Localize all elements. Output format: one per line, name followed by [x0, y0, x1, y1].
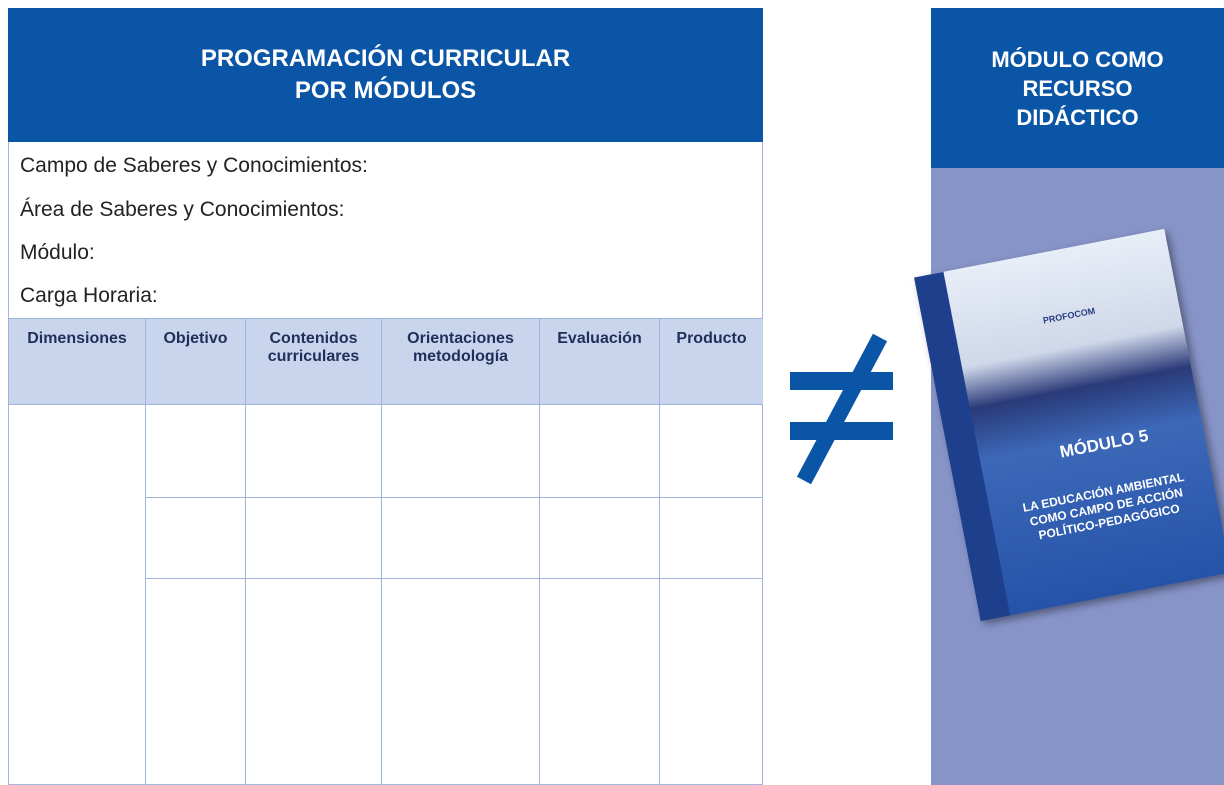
title-line: POR MÓDULOS	[294, 77, 477, 104]
left-header: PROGRAMACIÓN CURRICULAR POR MÓDULOS	[8, 8, 763, 142]
title-line: RECURSO	[1022, 75, 1133, 101]
title-line: PROGRAMACIÓN CURRICULAR	[200, 45, 571, 72]
field-label: Campo de Saberes y Conocimientos:	[20, 154, 368, 177]
column-header: Producto	[659, 318, 763, 404]
cover-label: MÓDULO 5	[1058, 425, 1150, 462]
column-header: Objetivo	[145, 318, 245, 404]
cover-title: LA EDUCACIÓN AMBIENTAL COMO CAMPO DE ACC…	[999, 465, 1214, 549]
field-label: Área de Saberes y Conocimientos:	[20, 198, 345, 221]
column-line	[245, 404, 246, 785]
not-equal-slash	[796, 333, 888, 485]
not-equal-bar	[790, 422, 893, 440]
row-line	[145, 497, 763, 498]
row-line	[8, 404, 763, 405]
column-line	[145, 404, 146, 785]
column-line	[659, 404, 660, 785]
column-line	[539, 404, 540, 785]
column-line	[381, 404, 382, 785]
not-equal-bar	[790, 372, 893, 390]
field-label: Módulo:	[20, 241, 95, 264]
cover-program: PROFOCOM	[1042, 305, 1097, 326]
column-header: Contenidos curriculares	[245, 318, 381, 404]
column-header: Dimensiones	[8, 318, 145, 404]
title-line: MÓDULO COMO	[991, 46, 1164, 72]
row-line	[8, 318, 763, 319]
field-label: Carga Horaria:	[20, 284, 158, 307]
title-line: DIDÁCTICO	[1016, 104, 1139, 130]
row-line	[145, 578, 763, 579]
column-header: Orientaciones metodología	[381, 318, 539, 404]
column-header: Evaluación	[539, 318, 659, 404]
right-header: MÓDULO COMO RECURSO DIDÁCTICO	[931, 8, 1224, 168]
form-frame	[8, 142, 763, 785]
